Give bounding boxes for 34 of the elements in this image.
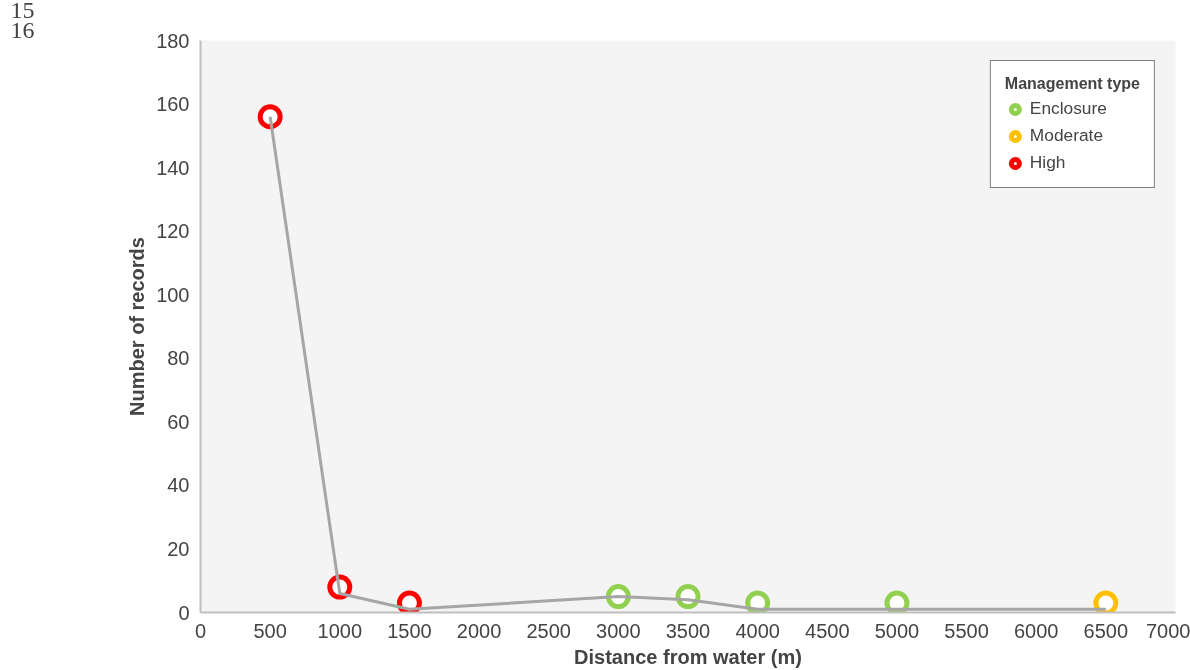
y-tick-label: 20 (167, 537, 190, 560)
point (1093, 590, 1119, 613)
x-tick-label: 2500 (526, 619, 571, 642)
y-tick-label: 40 (167, 474, 190, 497)
x-tick-label: 500 (253, 619, 287, 642)
x-tick-label: 5500 (944, 619, 989, 642)
y-tick-label: 100 (156, 283, 190, 306)
x-tick-label: 0 (194, 619, 207, 642)
x-tick-label: 2000 (456, 619, 502, 642)
y-tick-label: 80 (167, 347, 190, 370)
x-tick-label: 6000 (1013, 619, 1059, 642)
legend-label: Moderate (1029, 125, 1104, 146)
legend-label: High (1029, 152, 1066, 173)
x-tick-label: 4000 (735, 619, 780, 642)
x-axis-title: Distance from water (m) (574, 645, 802, 668)
x-tick-label: 1500 (387, 619, 432, 642)
x-tick-label: 3000 (596, 619, 641, 642)
y-tick-label: 120 (156, 220, 190, 243)
x-tick-label: 6500 (1083, 619, 1129, 642)
point (257, 104, 283, 130)
x-tick-label: 3500 (665, 619, 711, 642)
x-tick-label: 1000 (317, 619, 363, 642)
x-tick-label: 4500 (805, 619, 850, 642)
x-tick-label: 7000 (1146, 619, 1190, 642)
legend-label: Enclosure (1029, 98, 1107, 119)
y-tick-label: 140 (156, 156, 190, 179)
legend-title: Management type (1004, 75, 1140, 93)
y-tick-label: 160 (156, 93, 190, 116)
x-tick-label: 5000 (874, 619, 920, 642)
y-tick-label: 60 (167, 410, 190, 433)
y-axis-title: Number of records (126, 237, 149, 416)
y-tick-label: 0 (178, 601, 190, 624)
text: 15 (10, 0, 35, 23)
y-tick-label: 180 (156, 29, 190, 52)
